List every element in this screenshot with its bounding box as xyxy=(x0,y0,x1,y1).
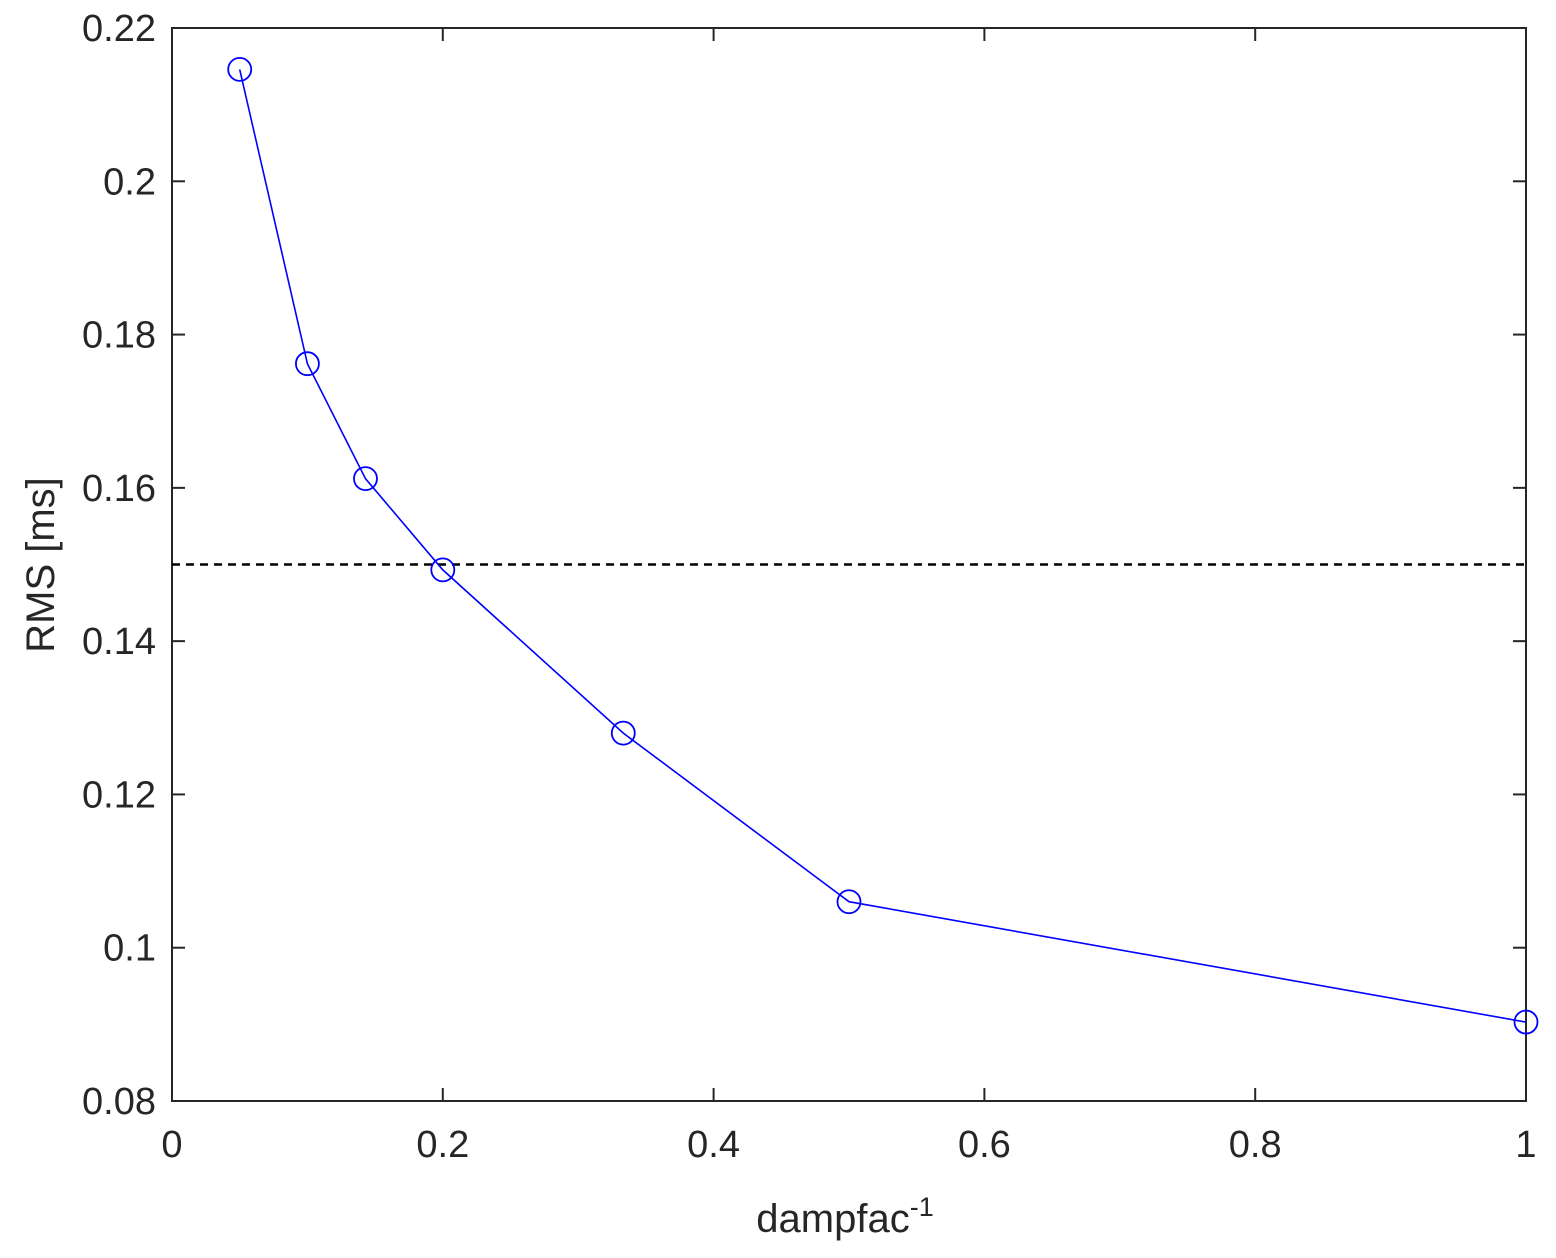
x-tick-label: 0.2 xyxy=(416,1124,469,1166)
axis-labels: dampfac-1 RMS [ms] xyxy=(19,477,934,1241)
series-layer xyxy=(227,56,1539,1035)
x-axis-label-superscript: -1 xyxy=(910,1192,934,1222)
x-axis-label-main: dampfac xyxy=(756,1197,909,1241)
x-tick-label: 1 xyxy=(1515,1124,1536,1166)
x-axis-label: dampfac-1 xyxy=(756,1192,933,1241)
data-point-marker xyxy=(353,466,378,492)
y-tick-label: 0.18 xyxy=(82,315,156,357)
y-tick-label: 0.14 xyxy=(82,621,156,663)
ticks-layer: 0 0.2 0.4 0.6 0.8 1 0.08 0.1 0.12 0.14 0.16 0.18 0.2… xyxy=(82,8,1537,1166)
data-point-marker xyxy=(294,351,320,377)
data-point-marker xyxy=(227,56,253,82)
x-tick-label: 0.4 xyxy=(687,1124,740,1166)
data-point-marker xyxy=(430,557,456,583)
x-tick-label: 0.8 xyxy=(1229,1124,1282,1166)
y-tick-label: 0.16 xyxy=(82,468,156,510)
x-tick-label: 0 xyxy=(161,1124,182,1166)
x-tick-label: 0.6 xyxy=(958,1124,1011,1166)
y-tick-label: 0.08 xyxy=(82,1081,156,1123)
y-tick-label: 0.22 xyxy=(82,8,156,50)
y-tick-label: 0.2 xyxy=(103,161,156,203)
data-point-marker xyxy=(610,720,636,746)
y-tick-label: 0.1 xyxy=(103,928,156,970)
y-tick-label: 0.12 xyxy=(82,774,156,816)
y-axis-label: RMS [ms] xyxy=(19,477,63,653)
data-point-marker xyxy=(836,889,862,915)
series-line xyxy=(238,69,1527,1023)
data-point-marker xyxy=(1513,1009,1539,1035)
